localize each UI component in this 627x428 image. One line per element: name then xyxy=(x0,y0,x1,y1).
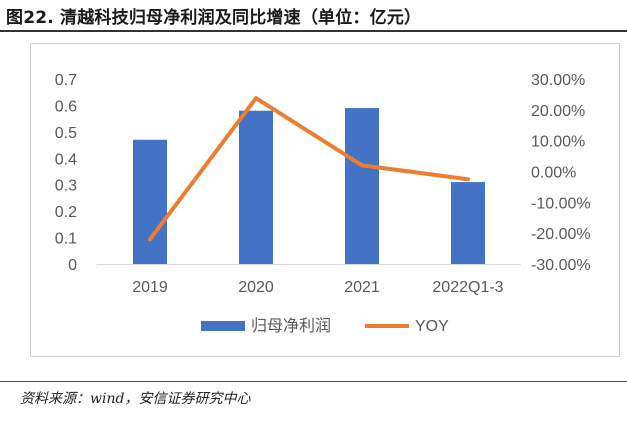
chart-frame: 0 0.1 0.2 0.3 0.4 0.5 0.6 0.7 -30.00% -20.00% -10.… xyxy=(30,43,620,357)
x-axis-category-label: 2022Q1-3 xyxy=(432,279,503,296)
chart-svg: 0 0.1 0.2 0.3 0.4 0.5 0.6 0.7 -30.00% -20.00% -10.… xyxy=(55,72,591,335)
legend-label-bar: 归母净利润 xyxy=(251,317,331,335)
right-axis-tick-label: -30.00% xyxy=(531,257,591,274)
right-axis-tick-label: -10.00% xyxy=(531,195,591,212)
left-axis-tick-label: 0.3 xyxy=(55,178,77,195)
left-axis-tick-label: 0.7 xyxy=(55,72,77,89)
legend-label-line: YOY xyxy=(415,318,449,335)
left-axis-tick-label: 0.6 xyxy=(55,98,77,115)
right-axis-tick-label: 20.00% xyxy=(531,103,585,120)
figure-title: 图22. 清越科技归母净利润及同比增速（单位：亿元） xyxy=(6,8,422,28)
left-axis-tick-label: 0.2 xyxy=(55,204,77,221)
x-axis-category-label: 2021 xyxy=(344,279,380,296)
source-note: 资料来源：wind，安信证券研究中心 xyxy=(20,391,251,407)
bar-net-profit xyxy=(133,139,167,264)
right-axis-tick-label: 10.00% xyxy=(531,134,585,151)
right-axis-tick-label: -20.00% xyxy=(531,226,591,243)
left-axis-tick-label: 0.4 xyxy=(55,151,77,168)
right-axis-tick-label: 0.00% xyxy=(531,165,576,182)
x-axis-category-label: 2019 xyxy=(132,279,168,296)
bar-net-profit xyxy=(345,108,379,264)
left-axis-tick-label: 0.5 xyxy=(55,125,77,142)
legend-swatch-bar xyxy=(201,321,245,331)
title-divider xyxy=(0,30,627,32)
line-yoy xyxy=(148,96,470,242)
source-divider xyxy=(0,381,627,382)
bar-net-profit xyxy=(239,110,273,264)
right-axis-tick-label: 30.00% xyxy=(531,72,585,89)
x-axis-category-label: 2020 xyxy=(238,279,274,296)
left-axis-tick-label: 0 xyxy=(68,257,77,274)
left-axis-tick-label: 0.1 xyxy=(55,231,77,248)
bar-net-profit xyxy=(451,182,485,264)
